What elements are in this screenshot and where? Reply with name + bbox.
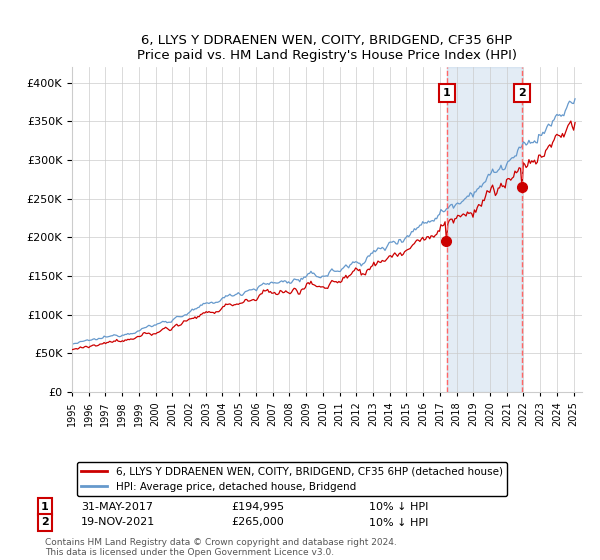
Text: £265,000: £265,000 [231,517,284,528]
Text: 10% ↓ HPI: 10% ↓ HPI [369,517,428,528]
Text: £194,995: £194,995 [231,502,284,512]
Bar [447,67,522,392]
Text: 2: 2 [41,517,49,528]
Legend: 6, LLYS Y DDRAENEN WEN, COITY, BRIDGEND, CF35 6HP (detached house), HPI: Average: 6, LLYS Y DDRAENEN WEN, COITY, BRIDGEND,… [77,462,507,496]
Text: 31-MAY-2017: 31-MAY-2017 [81,502,153,512]
Text: 1: 1 [443,88,451,98]
Text: 19-NOV-2021: 19-NOV-2021 [81,517,155,528]
Title: 6, LLYS Y DDRAENEN WEN, COITY, BRIDGEND, CF35 6HP
Price paid vs. HM Land Registr: 6, LLYS Y DDRAENEN WEN, COITY, BRIDGEND,… [137,34,517,62]
Text: Contains HM Land Registry data © Crown copyright and database right 2024.
This d: Contains HM Land Registry data © Crown c… [45,538,397,557]
Text: 2: 2 [518,88,526,98]
Text: 10% ↓ HPI: 10% ↓ HPI [369,502,428,512]
Text: 1: 1 [41,502,49,512]
